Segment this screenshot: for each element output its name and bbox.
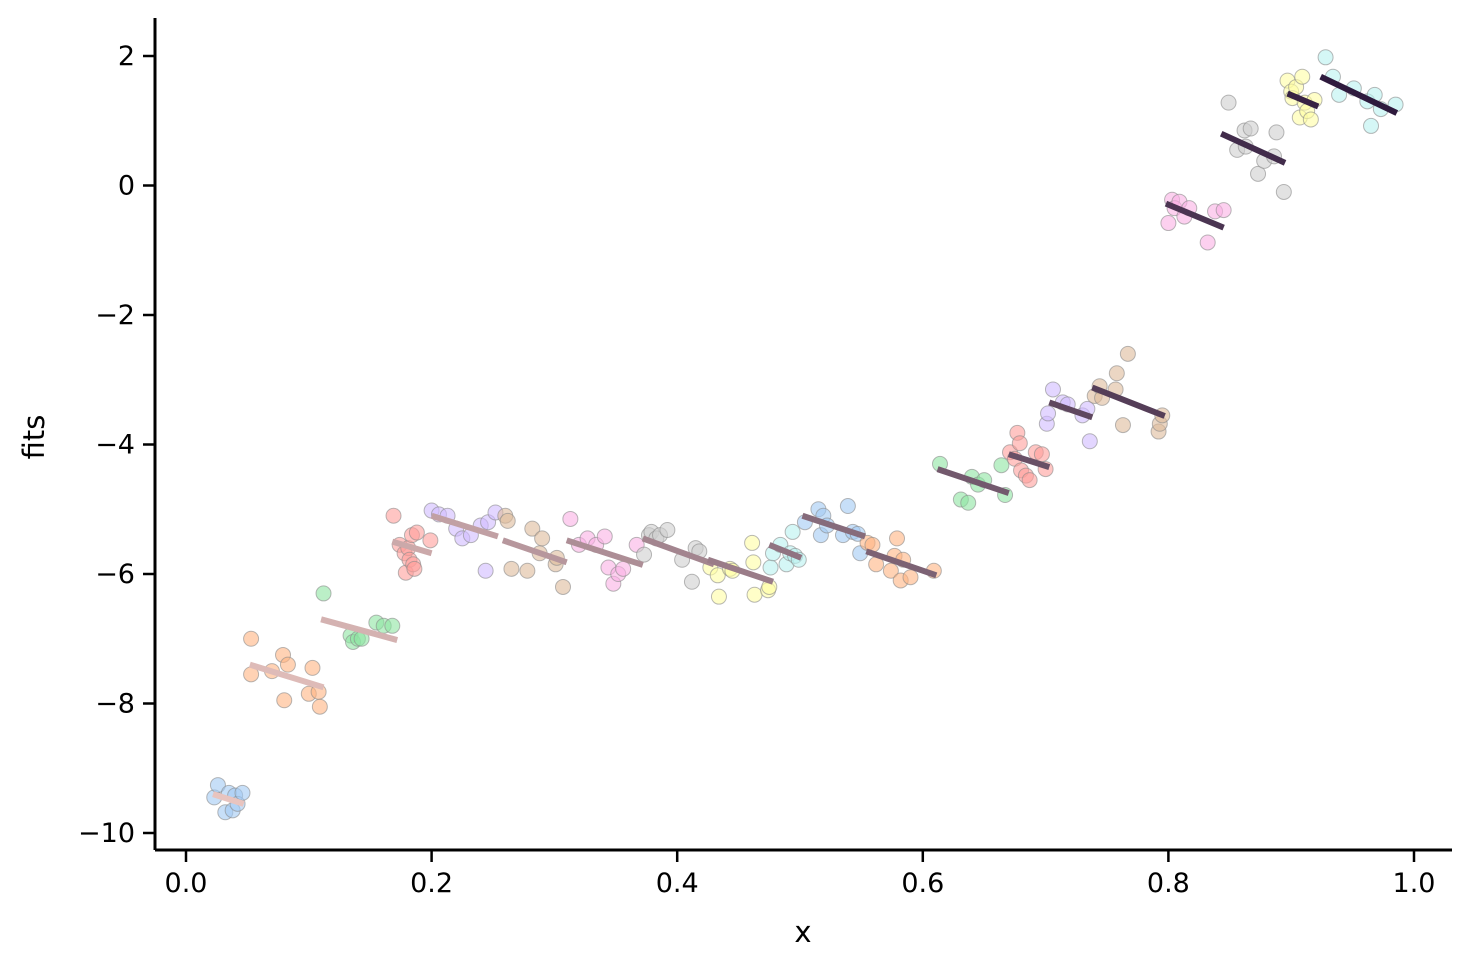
- data-point: [304, 659, 321, 676]
- data-point: [710, 588, 727, 605]
- fit-line: [430, 512, 499, 540]
- data-point: [1220, 94, 1237, 111]
- data-point: [746, 586, 763, 603]
- data-point: [1302, 111, 1319, 128]
- fit-line: [641, 535, 716, 568]
- fit-line: [1007, 451, 1051, 471]
- x-tick-label: 1.0: [1393, 868, 1436, 899]
- data-point: [384, 617, 401, 634]
- y-tick-label: −6: [95, 559, 135, 590]
- data-point: [1160, 215, 1177, 232]
- data-point: [503, 560, 520, 577]
- data-point: [534, 530, 551, 547]
- fit-line: [1286, 90, 1320, 110]
- fit-line: [565, 537, 644, 568]
- x-tick-label: 0.4: [656, 868, 699, 899]
- data-point: [596, 528, 613, 545]
- data-point: [243, 630, 260, 647]
- data-point: [709, 567, 726, 584]
- x-tick-label: 0.0: [165, 868, 208, 899]
- y-tick-label: 2: [118, 41, 135, 72]
- data-point: [889, 530, 906, 547]
- fit-line: [1219, 130, 1287, 166]
- fit-line: [706, 556, 774, 585]
- data-point: [744, 534, 761, 551]
- data-point: [902, 569, 919, 586]
- data-point: [1215, 202, 1232, 219]
- fit-line: [801, 512, 867, 540]
- data-point: [279, 656, 296, 673]
- fit-line: [936, 466, 1010, 496]
- data-point: [1317, 49, 1334, 66]
- data-point: [762, 559, 779, 576]
- data-point: [1081, 433, 1098, 450]
- y-tick-label: −10: [78, 818, 135, 849]
- fit-line: [391, 538, 433, 557]
- fit-lines-layer: [212, 74, 1399, 807]
- y-tick-label: −8: [95, 689, 135, 720]
- data-point: [519, 562, 536, 579]
- data-point: [1114, 417, 1131, 434]
- data-point: [562, 510, 579, 527]
- data-point: [408, 524, 425, 541]
- data-point: [882, 562, 899, 579]
- data-point: [234, 784, 251, 801]
- data-point: [524, 520, 541, 537]
- data-point: [1011, 435, 1028, 452]
- x-tick-label: 0.6: [901, 868, 944, 899]
- data-point: [839, 498, 856, 515]
- data-point: [499, 512, 516, 529]
- fit-line: [248, 661, 325, 691]
- x-tick-label: 0.8: [1147, 868, 1190, 899]
- data-point: [1040, 405, 1057, 422]
- fit-line: [1319, 74, 1399, 116]
- y-tick-label: −2: [95, 300, 135, 331]
- data-point: [784, 523, 801, 540]
- data-point: [1033, 446, 1050, 463]
- x-axis-title: x: [794, 915, 811, 949]
- data-point: [1242, 120, 1259, 137]
- fit-line: [768, 542, 803, 561]
- data-point: [993, 457, 1010, 474]
- data-point: [385, 507, 402, 524]
- data-point: [615, 560, 632, 577]
- data-point: [422, 532, 439, 549]
- fit-line: [212, 791, 245, 807]
- x-tick-label: 0.2: [410, 868, 453, 899]
- scatter-points-layer: [206, 49, 1404, 821]
- data-point: [1363, 117, 1380, 134]
- data-point: [636, 546, 653, 563]
- data-point: [554, 578, 571, 595]
- fit-line: [1091, 384, 1166, 419]
- data-point: [276, 692, 293, 709]
- data-point: [1044, 381, 1061, 398]
- data-point: [1119, 345, 1136, 362]
- y-axis-title: fits: [17, 415, 51, 460]
- y-tick-label: 0: [118, 171, 135, 202]
- fit-line: [865, 548, 938, 579]
- data-point: [1250, 165, 1267, 182]
- data-point: [960, 494, 977, 511]
- data-point: [1021, 472, 1038, 489]
- axis-ticks-layer: 0.0 0.2 0.4 0.6 0.8 1.0 2 0 −2 −4 −6 −8 −10: [78, 41, 1435, 899]
- data-point: [683, 573, 700, 590]
- data-point: [659, 521, 676, 538]
- data-point: [406, 560, 423, 577]
- data-point: [1275, 183, 1292, 200]
- data-point: [1294, 68, 1311, 85]
- fit-line: [320, 616, 399, 643]
- data-point: [1108, 365, 1125, 382]
- data-point: [745, 554, 762, 571]
- data-point: [1199, 234, 1216, 251]
- data-point: [1268, 124, 1285, 141]
- data-point: [477, 562, 494, 579]
- y-tick-label: −4: [95, 430, 135, 461]
- fit-line: [1164, 200, 1225, 231]
- data-point: [315, 585, 332, 602]
- data-point: [311, 698, 328, 715]
- fit-line: [1048, 399, 1094, 421]
- fit-line: [501, 537, 568, 566]
